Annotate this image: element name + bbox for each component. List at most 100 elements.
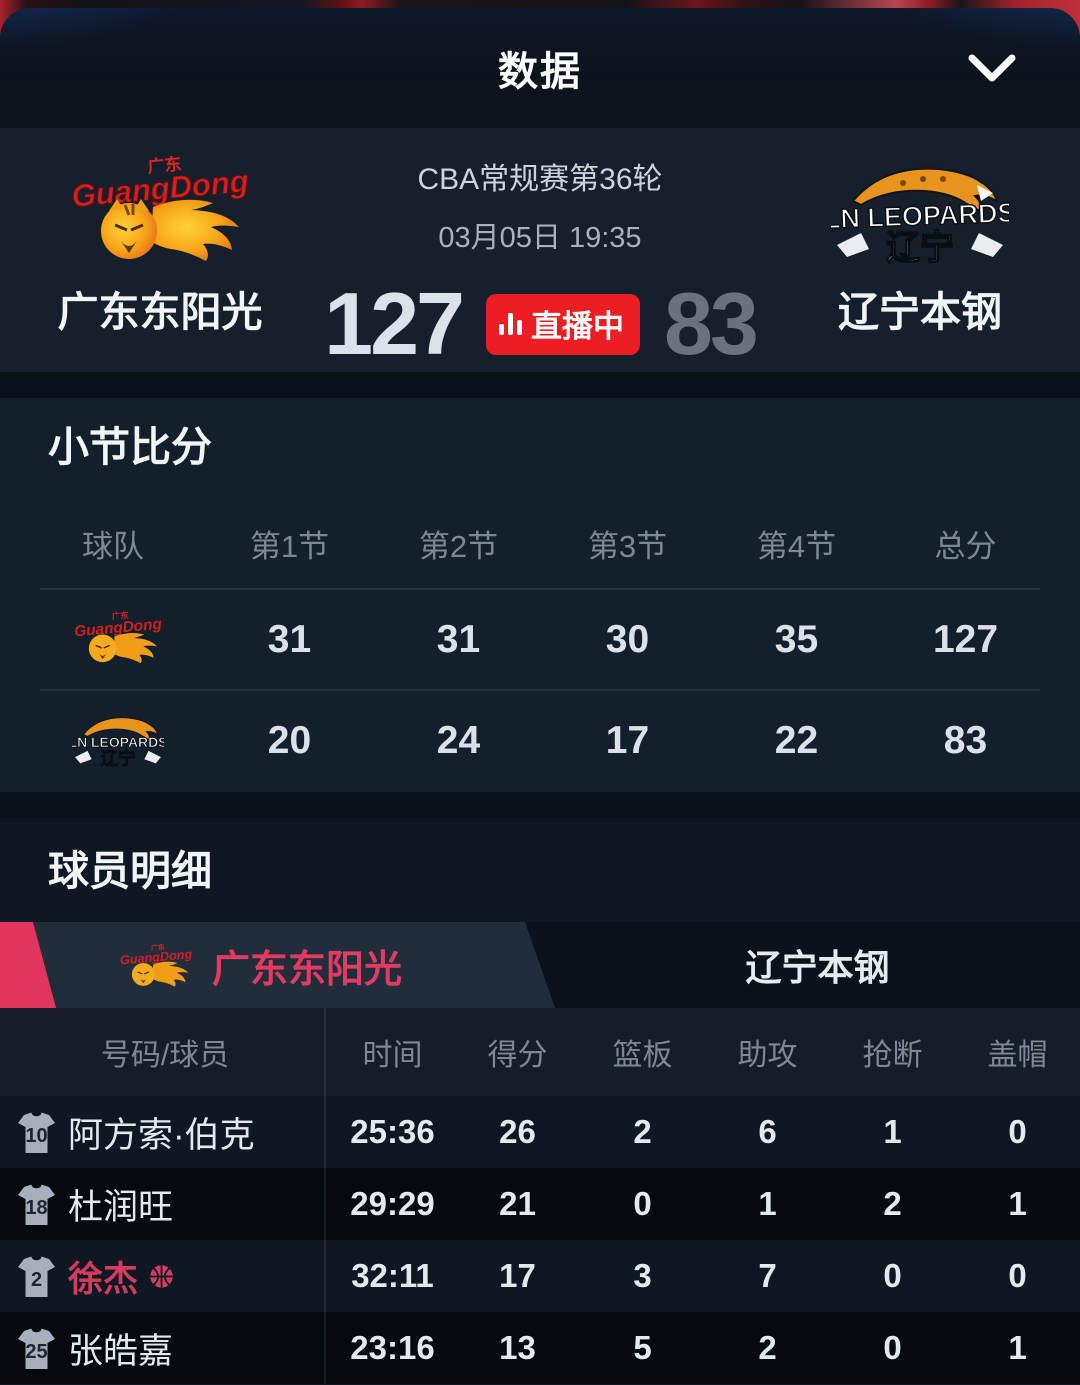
live-bars-icon — [498, 311, 522, 335]
header-q1: 第1节 — [249, 528, 330, 564]
q-value: 22 — [774, 718, 819, 762]
stat-assists: 7 — [758, 1257, 777, 1294]
header-player: 号码/球员 — [100, 1039, 230, 1072]
header-q4: 第4节 — [756, 528, 837, 564]
scoreboard: 广东 GuangDong 广东东阳光 CBA常规赛第36轮 03月05日 19:… — [0, 128, 1080, 372]
section-gap — [0, 372, 1080, 398]
home-team-logo-small-icon: 广东 GuangDong — [74, 610, 163, 664]
player-row[interactable]: 10 阿方索·伯克 25:36 26 2 6 1 0 — [0, 1096, 1080, 1168]
team-tabs: 广东 GuangDong 广东东阳光 辽宁本钢 — [0, 922, 1080, 1008]
match-info: CBA常规赛第36轮 03月05日 19:35 127 直播中 83 — [286, 152, 794, 372]
stat-time: 23:16 — [350, 1329, 435, 1366]
player-row[interactable]: 2 徐杰 32:11 17 3 7 0 0 — [0, 1240, 1080, 1312]
q-value: 31 — [267, 617, 312, 661]
header-rebounds: 篮板 — [612, 1039, 673, 1072]
competition-round: CBA常规赛第36轮 — [417, 163, 663, 196]
header-blocks: 盖帽 — [987, 1039, 1048, 1072]
q-value: 24 — [436, 718, 481, 762]
live-label: 直播中 — [530, 308, 624, 344]
chevron-down-icon[interactable] — [968, 54, 1016, 84]
on-court-basketball-icon — [150, 1264, 173, 1288]
quarter-scores-title: 小节比分 — [48, 424, 212, 470]
stat-blocks: 1 — [1008, 1185, 1027, 1222]
stat-time: 32:11 — [351, 1257, 434, 1294]
svg-text:辽宁: 辽宁 — [100, 748, 135, 768]
home-score: 127 — [324, 274, 465, 373]
tab-home-team[interactable]: 广东 GuangDong 广东东阳光 — [0, 922, 555, 1008]
stat-blocks: 1 — [1008, 1329, 1027, 1366]
player-row[interactable]: 25 张皓嘉 23:16 13 5 2 0 1 — [0, 1312, 1080, 1384]
away-logo-cn-text: 辽宁 — [886, 229, 954, 267]
svg-text:LN LEOPARDS: LN LEOPARDS — [72, 734, 164, 750]
player-name: 杜润旺 — [68, 1187, 174, 1227]
svg-text:25: 25 — [25, 1341, 47, 1363]
q-total: 127 — [932, 617, 999, 661]
away-team-logo-icon: LN LEOPARDS 辽宁 — [831, 152, 1009, 267]
tab-away-label: 辽宁本钢 — [745, 947, 890, 988]
page-title: 数据 — [498, 50, 582, 94]
q-value: 31 — [436, 617, 481, 661]
jersey-number-icon: 25 — [18, 1328, 55, 1369]
header-assists: 助攻 — [737, 1039, 798, 1072]
svg-text:10: 10 — [25, 1125, 47, 1147]
q-value: 35 — [774, 617, 819, 661]
tab-away-team[interactable]: 辽宁本钢 — [555, 922, 1080, 1008]
svg-text:18: 18 — [25, 1197, 47, 1219]
player-row[interactable]: 18 杜润旺 29:29 21 0 1 2 1 — [0, 1168, 1080, 1240]
jersey-number-icon: 18 — [18, 1184, 55, 1225]
away-logo-en-text: LN LEOPARDS — [831, 198, 1009, 235]
quarter-scores-section: 小节比分 球队 第1节 第2节 第3节 第4节 总分 广东 GuangDong … — [0, 398, 1080, 792]
stat-assists: 1 — [758, 1185, 777, 1222]
tab-accent — [0, 922, 56, 1008]
q-value: 20 — [267, 718, 312, 762]
stat-steals: 0 — [883, 1329, 902, 1366]
home-team-logo-tab-icon: 广东 GuangDong — [119, 942, 193, 987]
away-team-logo-small-icon: LN LEOPARDS 辽宁 — [68, 717, 168, 769]
panel-header: 数据 — [0, 8, 1080, 128]
live-badge[interactable]: 直播中 — [485, 293, 640, 355]
home-team: 广东 GuangDong 广东东阳光 — [34, 152, 286, 372]
score-row: 127 直播中 83 — [286, 280, 794, 368]
header-q2: 第2节 — [418, 528, 499, 564]
tab-home-label: 广东东阳光 — [212, 948, 403, 991]
section-gap — [0, 792, 1080, 818]
player-name: 徐杰 — [68, 1259, 139, 1299]
stat-rebounds: 0 — [633, 1185, 652, 1222]
divider — [40, 588, 1040, 590]
stat-steals: 0 — [883, 1257, 902, 1294]
svg-text:广东: 广东 — [111, 610, 129, 621]
stat-blocks: 0 — [1008, 1257, 1027, 1294]
player-table-header: 号码/球员 时间 得分 篮板 助攻 抢断 盖帽 — [0, 1008, 1080, 1096]
jersey-number-icon: 10 — [18, 1112, 55, 1153]
stat-rebounds: 2 — [633, 1113, 652, 1150]
data-panel: 数据 广东 GuangDong — [0, 8, 1080, 1385]
stat-time: 29:29 — [350, 1185, 435, 1222]
away-team: LN LEOPARDS 辽宁 辽宁本钢 — [794, 152, 1046, 372]
header-points: 得分 — [487, 1039, 548, 1072]
stat-steals: 2 — [883, 1185, 902, 1222]
table-row: 广东 GuangDong 31 31 30 35 127 — [0, 590, 1080, 689]
quarter-table-header: 球队 第1节 第2节 第3节 第4节 总分 — [0, 498, 1080, 588]
stat-assists: 2 — [758, 1329, 777, 1366]
table-divider — [324, 1008, 326, 1384]
stat-rebounds: 5 — [633, 1329, 652, 1366]
home-team-logo-icon: 广东 GuangDong — [67, 152, 253, 264]
stat-steals: 1 — [883, 1113, 902, 1150]
away-team-name: 辽宁本钢 — [838, 289, 1002, 335]
stat-points: 21 — [499, 1185, 536, 1222]
player-details-title: 球员明细 — [48, 848, 212, 894]
away-score: 83 — [663, 274, 759, 373]
header-q3: 第3节 — [587, 528, 668, 564]
stat-rebounds: 3 — [633, 1257, 652, 1294]
q-total: 83 — [943, 718, 988, 762]
header-total: 总分 — [934, 528, 997, 564]
header-steals: 抢断 — [862, 1039, 923, 1072]
stat-points: 13 — [499, 1329, 536, 1366]
stat-assists: 6 — [758, 1113, 777, 1150]
divider — [40, 689, 1040, 691]
q-value: 30 — [605, 617, 650, 661]
home-logo-cn-text: 广东 — [147, 154, 183, 177]
player-stats-table: 号码/球员 时间 得分 篮板 助攻 抢断 盖帽 10 阿方索·伯克 25:36 … — [0, 1008, 1080, 1384]
header-team: 球队 — [82, 528, 144, 564]
stat-points: 26 — [499, 1113, 536, 1150]
